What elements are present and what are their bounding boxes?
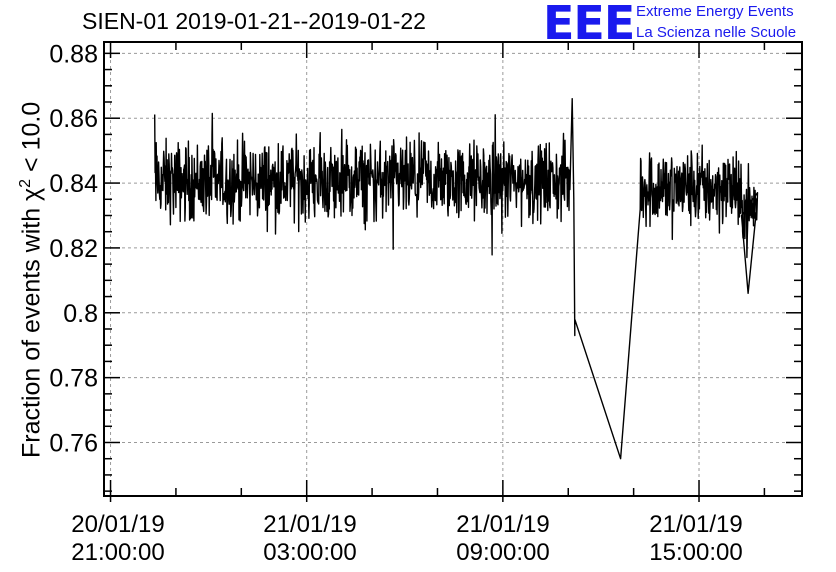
y-axis-label-prefix: Fraction of events with — [17, 200, 46, 458]
y-axis-label-exponent: 2 — [17, 178, 34, 188]
x-tick-time: 03:00:00 — [263, 539, 357, 566]
y-tick-label: 0.84 — [49, 170, 98, 198]
y-tick-label: 0.78 — [49, 365, 98, 393]
chart-title: SIEN-01 2019-01-21--2019-01-22 — [82, 8, 426, 34]
x-tick-time: 09:00:00 — [456, 539, 550, 566]
y-tick-label: 0.88 — [49, 40, 98, 68]
y-tick-label: 0.76 — [49, 429, 98, 457]
y-tick-label: 0.86 — [49, 105, 98, 133]
y-axis-label-symbol: χ — [17, 187, 46, 201]
x-tick-label: 21/01/19 03:00:00 — [240, 511, 380, 567]
y-axis-label-suffix: < 10.0 — [17, 101, 46, 179]
series-line — [154, 98, 759, 460]
y-tick-label: 0.82 — [49, 235, 98, 263]
x-tick-time: 15:00:00 — [649, 539, 743, 566]
eee-logo: EEE — [543, 0, 635, 50]
x-tick-label: 20/01/19 21:00:00 — [48, 511, 188, 567]
logo-line-2: La Scienza nelle Scuole — [636, 24, 797, 41]
logo-line-1: Extreme Energy Events — [636, 3, 794, 20]
x-tick-label: 21/01/19 09:00:00 — [433, 511, 573, 567]
plot-frame — [103, 41, 803, 497]
y-tick-label: 0.8 — [63, 300, 98, 328]
x-tick-date: 21/01/19 — [649, 511, 743, 538]
x-tick-label: 21/01/19 15:00:00 — [626, 511, 766, 567]
x-tick-date: 21/01/19 — [263, 511, 357, 538]
x-tick-date: 20/01/19 — [71, 511, 165, 538]
x-tick-time: 21:00:00 — [71, 539, 165, 566]
x-tick-date: 21/01/19 — [456, 511, 550, 538]
